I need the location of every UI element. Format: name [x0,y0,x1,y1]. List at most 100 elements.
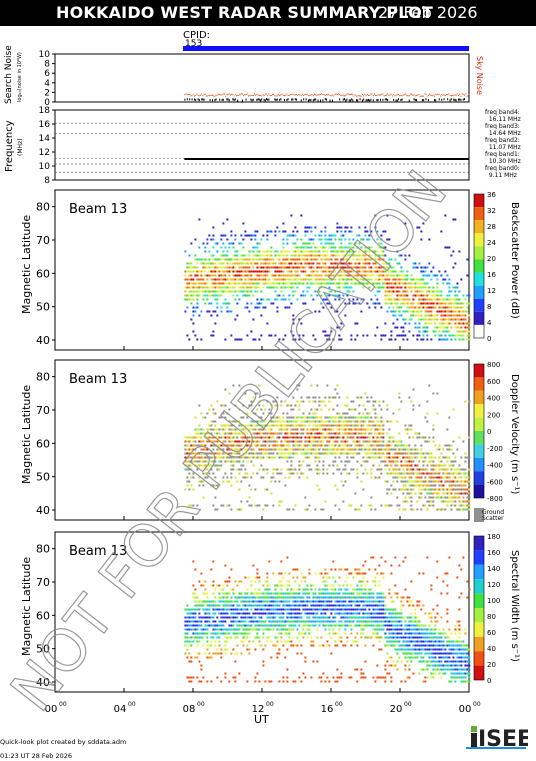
data-cell [412,404,415,407]
data-cell [320,278,323,281]
data-cell [188,504,191,507]
sky-noise-point [215,94,217,96]
data-cell [280,270,283,273]
data-cell [464,456,467,459]
data-cell [226,480,229,483]
data-cell [434,476,437,479]
data-cell [254,440,257,443]
data-cell [234,250,237,253]
data-cell [304,234,307,237]
data-cell [348,286,351,289]
data-cell [288,258,291,261]
data-cell [330,290,333,293]
data-cell [416,456,419,459]
data-cell [188,652,191,655]
data-cell [420,282,423,285]
data-cell [246,282,249,285]
data-cell [306,420,309,423]
data-cell [350,436,353,439]
data-cell [194,266,197,269]
data-cell [456,318,459,321]
sky-noise-point [237,94,239,96]
search-noise-point [372,99,374,102]
data-cell [430,278,433,281]
data-cell [246,278,249,281]
sky-noise-point [352,94,354,96]
data-cell [446,306,449,309]
data-cell [332,448,335,451]
data-cell [466,480,469,483]
data-cell [262,234,265,237]
data-cell [220,648,223,651]
data-cell [224,286,227,289]
data-cell [382,230,385,233]
data-cell [296,444,299,447]
data-cell [210,404,213,407]
search-noise-point [198,99,200,102]
data-cell [346,412,349,415]
sky-noise-point [415,94,417,96]
sky-noise-point [450,95,452,97]
data-cell [230,234,233,237]
data-cell [240,254,243,257]
data-cell [300,436,303,439]
data-cell [364,274,367,277]
data-cell [292,294,295,297]
data-cell [228,580,231,583]
data-cell [404,500,407,503]
sky-noise-point [256,93,258,95]
data-cell [456,314,459,317]
data-cell [212,652,215,655]
data-cell [332,270,335,273]
data-cell [296,262,299,265]
data-cell [234,266,237,269]
data-cell [190,680,193,683]
data-cell [230,568,233,571]
data-cell [276,310,279,313]
data-cell [204,460,207,463]
data-cell [258,448,261,451]
data-cell [202,242,205,245]
data-cell [224,254,227,257]
data-cell [394,286,397,289]
data-cell [454,314,457,317]
colorbar-segment [474,484,484,498]
data-cell [296,428,299,431]
sky-noise-point [384,95,386,97]
data-cell [418,484,421,487]
noise-ytick-label: 8 [44,60,50,70]
data-cell [450,334,453,337]
data-cell [288,432,291,435]
data-cell [368,278,371,281]
data-cell [424,286,427,289]
data-cell [310,428,313,431]
data-cell [198,278,201,281]
data-cell [230,468,233,471]
data-cell [184,452,187,455]
data-cell [316,282,319,285]
sky-noise-point [393,94,395,96]
data-cell [200,620,203,623]
data-cell [292,254,295,257]
data-cell [380,238,383,241]
sky-noise-point [192,93,194,95]
data-cell [230,636,233,639]
data-cell [222,624,225,627]
data-cell [274,480,277,483]
data-cell [324,258,327,261]
data-cell [256,672,259,675]
search-noise-point [447,98,449,101]
data-cell [312,440,315,443]
data-cell [240,338,243,341]
search-noise-point [463,98,465,101]
data-cell [422,456,425,459]
data-cell [438,444,441,447]
data-cell [256,290,259,293]
data-cell [468,322,471,325]
sky-noise-point [390,93,392,95]
data-cell [378,444,381,447]
data-cell [468,334,471,337]
data-cell [408,444,411,447]
data-cell [330,396,333,399]
data-cell [430,322,433,325]
